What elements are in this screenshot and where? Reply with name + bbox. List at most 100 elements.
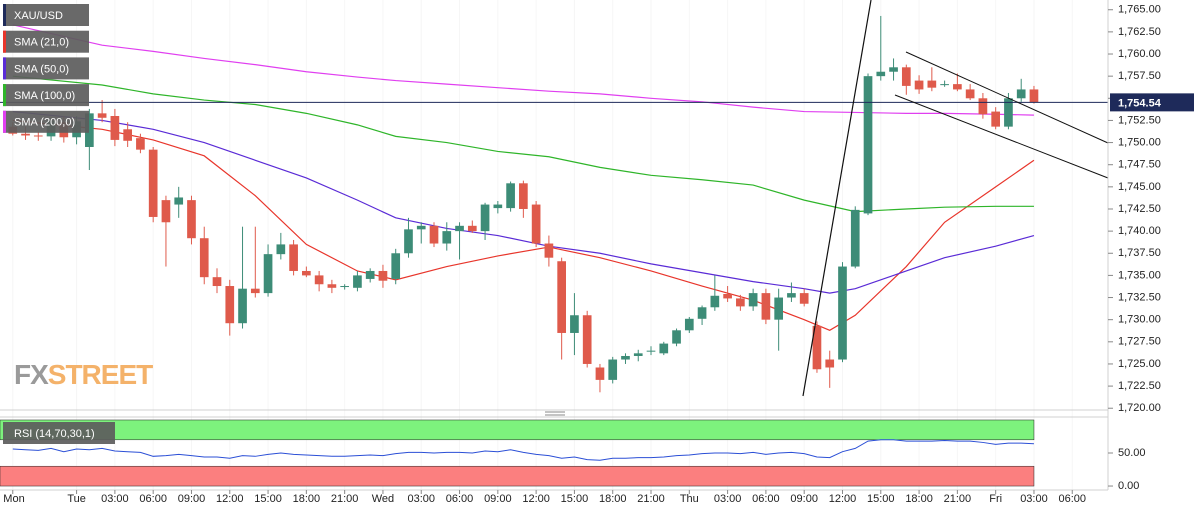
x-tick-label: 18:00 bbox=[599, 493, 627, 505]
candle-body bbox=[608, 359, 618, 380]
y-tick-label: 1,725.00 bbox=[1118, 358, 1161, 370]
y-tick-label: 1,745.00 bbox=[1118, 181, 1161, 193]
legend-box[interactable] bbox=[3, 4, 89, 26]
candle-body bbox=[174, 197, 184, 205]
candle-body bbox=[21, 133, 30, 136]
y-tick-label: 0.00 bbox=[1118, 480, 1139, 492]
candle-body bbox=[927, 80, 937, 88]
x-tick-label: 15:00 bbox=[254, 493, 282, 505]
legend-label[interactable]: SMA (21,0) bbox=[14, 37, 69, 49]
x-tick-label: 09:00 bbox=[178, 493, 206, 505]
rsi-upper-band bbox=[0, 419, 1035, 441]
candle-body bbox=[557, 261, 566, 333]
sma-line bbox=[12, 119, 1035, 331]
rsi-legend-label[interactable]: RSI (14,70,30,1) bbox=[14, 428, 95, 440]
candle-body bbox=[123, 129, 132, 141]
legend: XAU/USD SMA (21,0) SMA (50,0) SMA (100,0) SM… bbox=[3, 4, 89, 133]
channel-line bbox=[894, 94, 1109, 179]
candle-body bbox=[289, 244, 298, 271]
candle-body bbox=[889, 67, 898, 72]
x-tick-label: 15:00 bbox=[561, 493, 589, 505]
y-tick-label: 1,732.50 bbox=[1118, 291, 1161, 303]
legend-box[interactable] bbox=[3, 30, 89, 53]
x-tick-label: 03:00 bbox=[101, 493, 129, 505]
candle-body bbox=[723, 293, 732, 299]
y-tick-label: 50.00 bbox=[1118, 447, 1146, 459]
y-tick-label: 1,757.50 bbox=[1118, 70, 1161, 82]
sma-line bbox=[12, 110, 1035, 294]
legend-label[interactable]: SMA (200,0) bbox=[14, 117, 75, 129]
candle-body bbox=[302, 270, 311, 276]
legend-label[interactable]: XAU/USD bbox=[14, 10, 63, 22]
x-tick-label: Mon bbox=[3, 493, 24, 505]
candle-body bbox=[684, 318, 694, 331]
rsi-legend-box[interactable] bbox=[3, 422, 115, 444]
legend-box[interactable] bbox=[3, 57, 89, 80]
legend-box[interactable] bbox=[3, 84, 89, 107]
x-tick-label: 03:00 bbox=[1020, 493, 1048, 505]
y-tick-label: 1,730.00 bbox=[1118, 314, 1161, 326]
legend-swatch bbox=[3, 84, 6, 107]
legend-swatch bbox=[3, 4, 6, 26]
candle-body bbox=[633, 353, 643, 356]
candle-body bbox=[876, 71, 886, 77]
candle-body bbox=[263, 254, 273, 294]
candle-body bbox=[110, 116, 120, 140]
candle-body bbox=[467, 225, 477, 232]
x-tick-label: 12:00 bbox=[522, 493, 550, 505]
candle-body bbox=[595, 367, 605, 380]
candle-body bbox=[544, 243, 554, 258]
candle-body bbox=[978, 98, 988, 115]
x-tick-label: 12:00 bbox=[829, 493, 857, 505]
sma-line bbox=[12, 75, 1034, 213]
candle-body bbox=[991, 111, 1001, 127]
candle-body bbox=[314, 275, 324, 285]
candle-body bbox=[940, 84, 949, 86]
legend-box[interactable] bbox=[3, 110, 89, 133]
trend-line bbox=[802, 0, 872, 397]
candle-body bbox=[85, 113, 94, 147]
plot-area bbox=[0, 15, 1108, 393]
x-tick-label: 06:00 bbox=[1058, 493, 1086, 505]
watermark: FXSTREET bbox=[14, 359, 153, 390]
x-tick-label: 21:00 bbox=[637, 493, 665, 505]
candle-body bbox=[187, 200, 196, 239]
candle-body bbox=[863, 76, 873, 214]
legend-label[interactable]: SMA (100,0) bbox=[14, 90, 75, 102]
candle-body bbox=[787, 293, 796, 298]
candle-body bbox=[429, 225, 439, 244]
legend-label[interactable]: SMA (50,0) bbox=[14, 63, 69, 75]
x-tick-label: 18:00 bbox=[293, 493, 321, 505]
candle-body bbox=[276, 244, 286, 255]
candle-body bbox=[250, 288, 260, 294]
x-tick-label: 18:00 bbox=[905, 493, 933, 505]
candle-body bbox=[365, 270, 375, 279]
candle-body bbox=[659, 343, 669, 354]
candle-body bbox=[761, 293, 771, 320]
candle-body bbox=[825, 359, 835, 368]
x-tick-label: Tue bbox=[67, 493, 86, 505]
rsi-line bbox=[12, 439, 1034, 461]
candle-body bbox=[812, 325, 822, 370]
candle-body bbox=[1029, 89, 1039, 103]
x-tick-label: Wed bbox=[372, 493, 394, 505]
candle-body bbox=[391, 253, 401, 279]
candle-body bbox=[136, 138, 145, 150]
last-price-box bbox=[1110, 93, 1194, 112]
candle-body bbox=[404, 229, 413, 254]
candle-body bbox=[212, 277, 222, 287]
y-tick-label: 1,750.00 bbox=[1118, 136, 1161, 148]
x-tick-label: 06:00 bbox=[446, 493, 474, 505]
candle-body bbox=[672, 330, 681, 344]
candle-body bbox=[442, 231, 452, 244]
sma-line bbox=[12, 24, 1034, 116]
candle-body bbox=[850, 209, 860, 267]
candle-body bbox=[531, 204, 541, 244]
y-tick-label: 1,762.50 bbox=[1118, 26, 1161, 38]
x-tick-label: 03:00 bbox=[407, 493, 435, 505]
candle-body bbox=[774, 297, 784, 320]
candle-body bbox=[570, 315, 579, 333]
candle-body bbox=[225, 286, 235, 324]
candle-body bbox=[710, 295, 720, 308]
x-tick-label: 06:00 bbox=[139, 493, 167, 505]
